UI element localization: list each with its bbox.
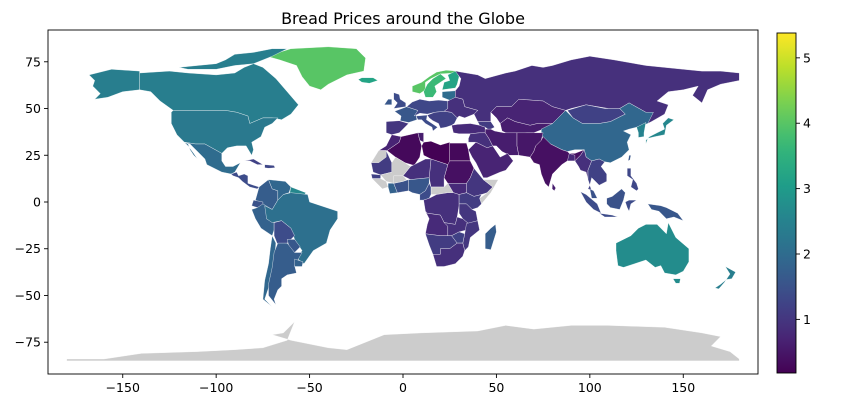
- region-russia: [455, 56, 740, 124]
- region-australia: [615, 222, 690, 276]
- region-malay-peninsula: [589, 188, 598, 199]
- region-baja-california: [184, 142, 198, 160]
- x-tick-label: −50: [296, 380, 322, 395]
- region-thailand-and-indochina: [587, 158, 607, 191]
- region-philippines: [627, 168, 639, 191]
- x-tick-label: 50: [488, 380, 504, 395]
- region-canadian-arctic-islands: [178, 48, 288, 70]
- x-tick-label: 150: [671, 380, 695, 395]
- y-tick-label: −25: [15, 241, 41, 256]
- region-tasmania: [672, 278, 681, 284]
- region-zimbabwe: [451, 231, 465, 244]
- region-korea: [636, 122, 647, 138]
- region-iceland: [358, 77, 378, 84]
- region-mexico: [184, 142, 241, 175]
- y-axis: 75 50 25 0 −25 −50 −75: [15, 54, 48, 350]
- region-united-kingdom: [393, 92, 406, 109]
- region-bangladesh: [567, 153, 576, 162]
- region-burkina-faso: [393, 175, 407, 184]
- region-italy: [415, 114, 438, 132]
- region-sweden: [423, 73, 447, 98]
- region-sri-lanka: [551, 183, 556, 191]
- region-hispaniola: [264, 164, 276, 169]
- region-arabian-peninsula: [468, 142, 514, 178]
- region-iberia: [386, 120, 409, 135]
- region-western-sahara: [371, 150, 387, 163]
- colorbar-tick-label: 1: [803, 312, 811, 327]
- region-china: [541, 102, 654, 163]
- region-sulawesi: [625, 199, 637, 212]
- colorbar-tick-label: 2: [803, 247, 811, 262]
- y-tick-label: −50: [15, 288, 41, 303]
- colorbar-tick-label: 3: [803, 181, 811, 196]
- region-south-africa: [432, 242, 465, 267]
- y-tick-label: 0: [33, 195, 41, 210]
- y-tick-label: 25: [25, 148, 41, 163]
- chart-title: Bread Prices around the Globe: [281, 9, 525, 28]
- region-central-america: [230, 171, 260, 190]
- colorbar-gradient: [777, 33, 796, 373]
- x-tick-label: −150: [106, 380, 140, 395]
- colorbar: 1 2 3 4 5: [776, 32, 811, 374]
- region-finland: [442, 70, 460, 90]
- region-new-zealand: [714, 266, 736, 290]
- region-greenland: [266, 46, 366, 90]
- colorbar-tick-label: 5: [803, 50, 811, 65]
- region-egypt: [449, 142, 471, 162]
- x-axis: −150 −100 −50 0 50 100 150: [106, 374, 695, 395]
- region-java: [599, 213, 619, 218]
- y-tick-label: 75: [25, 54, 41, 69]
- region-senegal-gambia: [371, 173, 381, 179]
- region-taiwan: [627, 155, 632, 162]
- region-cuba: [244, 158, 264, 165]
- region-new-guinea: [647, 203, 684, 221]
- region-algeria: [386, 132, 422, 166]
- region-sumatra: [580, 191, 602, 214]
- region-ukraine-and-belarus: [443, 97, 478, 119]
- y-tick-label: 50: [25, 101, 41, 116]
- region-argentina: [268, 242, 303, 305]
- region-iran: [485, 128, 519, 156]
- region-madagascar: [485, 224, 497, 250]
- region-borneo: [606, 188, 626, 210]
- region-japan: [645, 117, 675, 145]
- map-layer: [66, 46, 740, 362]
- colorbar-tick-label: 4: [803, 116, 811, 131]
- x-tick-label: 0: [399, 380, 407, 395]
- region-uruguay: [294, 258, 304, 267]
- colorbar-ticks: 1 2 3 4 5: [796, 50, 811, 327]
- x-tick-label: 100: [578, 380, 602, 395]
- region-alaska: [88, 69, 140, 100]
- x-tick-label: −100: [199, 380, 233, 395]
- region-antarctica: [66, 321, 740, 362]
- region-ireland: [384, 99, 392, 105]
- colorbar-frame: [776, 32, 797, 374]
- region-ghana-togo-benin: [393, 179, 409, 193]
- region-mali: [380, 156, 411, 184]
- y-tick-label: −75: [15, 335, 41, 350]
